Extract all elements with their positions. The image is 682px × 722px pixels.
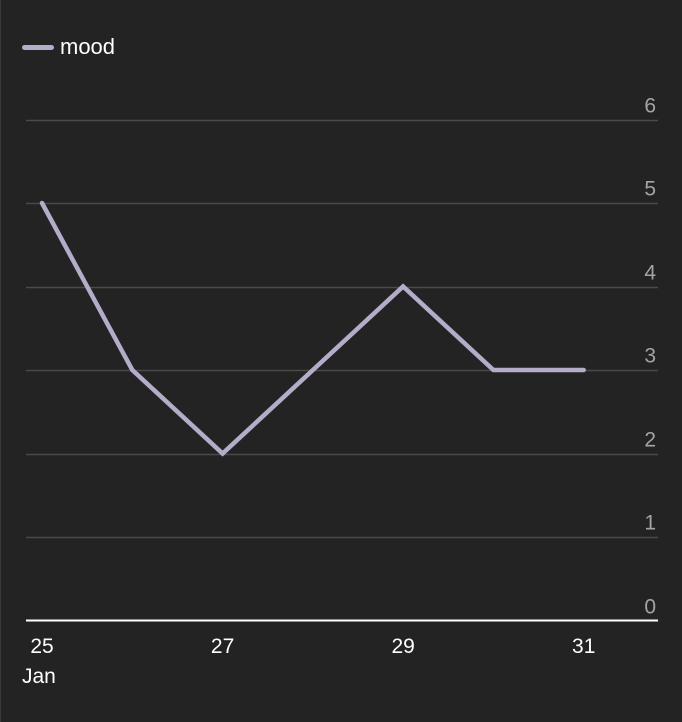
y-tick-label-1: 1	[644, 512, 656, 535]
y-tick-label-0: 0	[644, 596, 656, 619]
x-tick-label-29: 29	[391, 635, 414, 658]
x-tick-label-31: 31	[572, 635, 595, 658]
y-tick-label-2: 2	[644, 429, 656, 452]
chart-legend[interactable]: mood	[22, 33, 115, 61]
x-tick-sublabel-jan: Jan	[22, 665, 56, 688]
x-tick-label-25: 25	[30, 635, 53, 658]
y-tick-label-4: 4	[644, 262, 656, 285]
y-tick-label-5: 5	[644, 178, 656, 201]
x-tick-label-27: 27	[211, 635, 234, 658]
legend-swatch	[22, 44, 54, 50]
series-line-mood	[39, 200, 586, 457]
y-tick-label-6: 6	[644, 95, 656, 118]
legend-label-mood: mood	[60, 34, 116, 59]
y-tick-label-3: 3	[644, 345, 656, 368]
